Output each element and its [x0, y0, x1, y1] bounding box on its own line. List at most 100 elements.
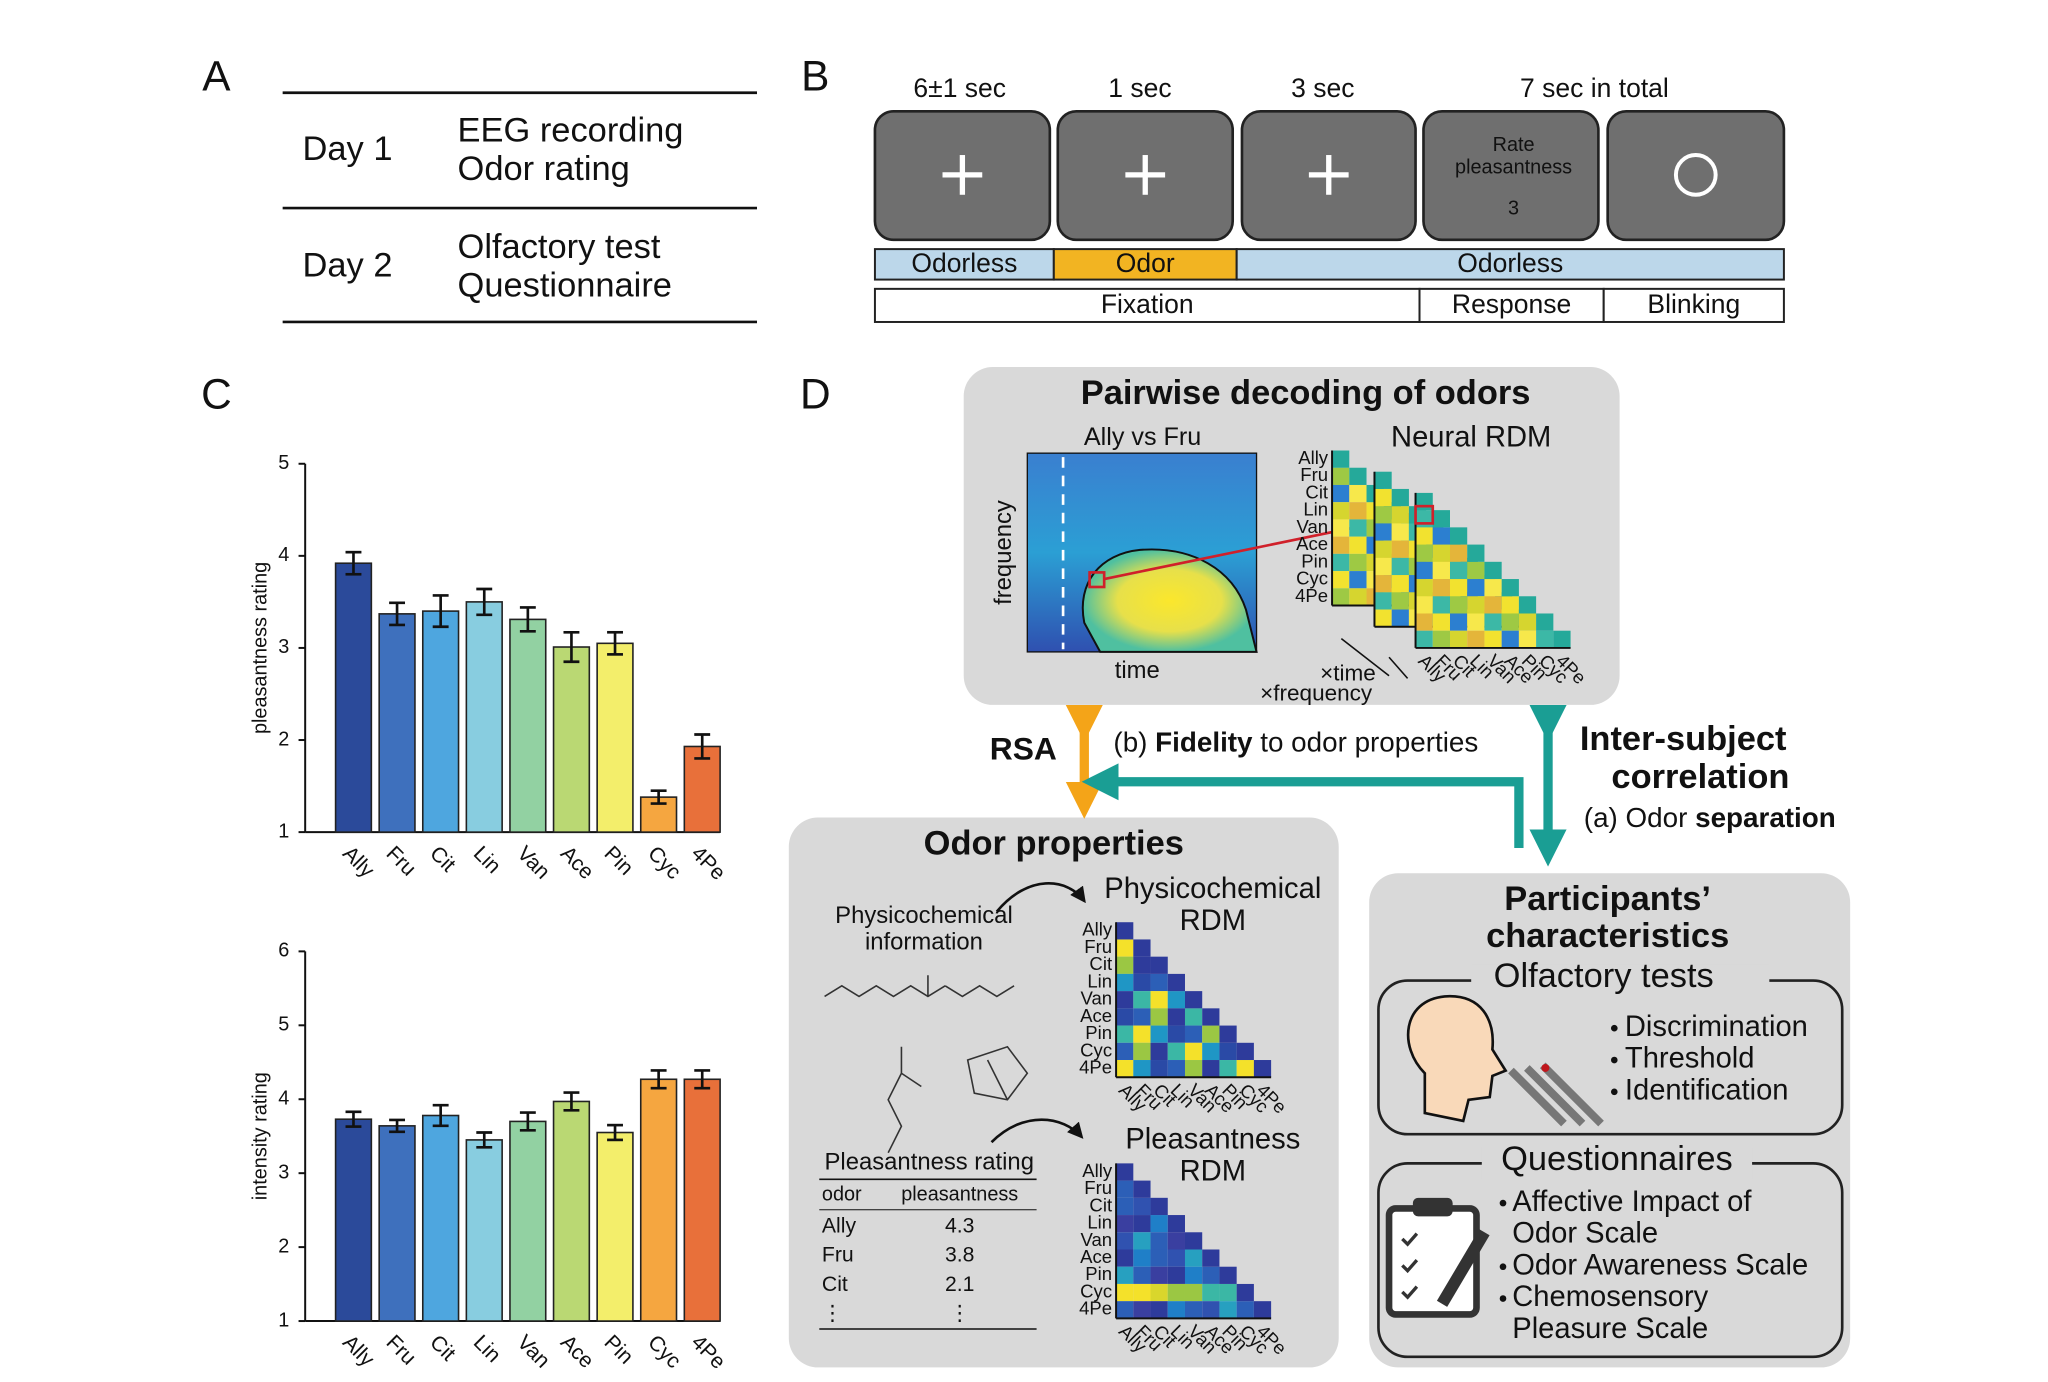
rdm-label: 4Pe: [1079, 1057, 1112, 1078]
rdm-cell: [1150, 1283, 1168, 1302]
rdm-cell: [1449, 544, 1468, 562]
label: Odorless: [1457, 248, 1563, 278]
odor-phase: [1052, 248, 1238, 281]
rdm-cell: [1150, 1249, 1168, 1267]
rdm-label: Cit: [1089, 1194, 1113, 1215]
bar: [465, 1139, 503, 1322]
bullet: [1610, 1088, 1618, 1096]
rdm-cell: [1349, 588, 1367, 606]
rdm-cell: [1202, 1266, 1220, 1284]
rdm-cell: [1133, 1042, 1151, 1061]
rdm-cell: [1332, 553, 1350, 572]
rdm-cell: [1332, 467, 1350, 485]
rdm-cell: [1415, 630, 1433, 648]
rdm-label: Ally: [1082, 1160, 1113, 1181]
label: Olfactory tests: [1494, 957, 1714, 995]
rdm-label: 4Pe: [1079, 1298, 1112, 1319]
rdm-label: Lin: [1303, 499, 1328, 520]
rdm-diag: [1374, 471, 1392, 489]
bar: [334, 562, 373, 833]
title-mask: [1481, 1147, 1753, 1180]
rdm-cell: [1415, 613, 1433, 631]
label: 3: [1508, 198, 1519, 220]
bar: [509, 1120, 547, 1322]
rdm-cell: [1349, 502, 1367, 520]
label: Day 2: [303, 247, 393, 285]
rdm-label: 4Pe: [1295, 585, 1328, 606]
rdm-label: Ace: [1080, 1005, 1112, 1026]
rdm-diag: [1236, 1042, 1254, 1061]
label: Response: [1452, 289, 1571, 319]
rdm-cell: [1449, 579, 1468, 597]
rdm-cell: [1219, 1301, 1237, 1319]
rdm-label: Ace: [1080, 1246, 1112, 1267]
label: Discrimination: [1625, 1011, 1808, 1043]
rdm-label: Fru: [1300, 464, 1328, 485]
stack-bracket: [1340, 638, 1409, 679]
rdm-cell: [1501, 630, 1519, 648]
rdm-label: Cyc: [1080, 1039, 1112, 1060]
rdm-cell: [1167, 991, 1185, 1009]
separation-part: (a) Odor: [1584, 803, 1688, 834]
label: ⋮: [949, 1302, 970, 1325]
rdm-cell: [1332, 519, 1350, 537]
rdm-cell: [1150, 1008, 1168, 1026]
label: 3 sec: [1291, 73, 1354, 103]
rdm-cell: [1467, 596, 1485, 614]
rdm-cell: [1116, 991, 1134, 1009]
y-tick-label: 2: [278, 1235, 289, 1257]
panel-label: B: [801, 53, 829, 100]
rdm-cell: [1349, 553, 1367, 572]
rdm-cell: [1432, 630, 1450, 648]
rdm-cell: [1116, 1025, 1134, 1043]
label: RSA: [990, 731, 1057, 767]
rdm-cell: [1116, 1232, 1134, 1250]
rdm-cell: [1374, 506, 1392, 524]
label: information: [865, 929, 983, 956]
bar: [552, 1100, 591, 1322]
bar: [421, 610, 460, 833]
label: Physicochemical: [835, 902, 1013, 929]
label: pleasantness: [901, 1183, 1018, 1205]
rdm-cell: [1236, 1060, 1254, 1078]
rdm-diag: [1133, 939, 1151, 957]
rdm-cell: [1449, 630, 1468, 648]
rdm-cell: [1116, 1301, 1134, 1319]
rdm-cell: [1184, 1025, 1203, 1043]
rdm-cell: [1391, 592, 1409, 610]
rdm-cell: [1415, 527, 1433, 545]
rdm-cell: [1536, 630, 1554, 648]
rdm-cell: [1484, 579, 1502, 597]
rdm-diag: [1133, 1180, 1151, 1198]
molecule: [824, 975, 1015, 998]
rdm-cell: [1219, 1042, 1237, 1061]
rdm-diag: [1202, 1249, 1220, 1267]
label: Questionnaire: [458, 267, 672, 305]
rdm-cell: [1133, 1060, 1151, 1078]
rdm-label: Ace: [1296, 533, 1328, 554]
rdm-cell: [1391, 540, 1409, 558]
label: Participants’: [1504, 880, 1711, 918]
rdm-diag: [1449, 527, 1468, 545]
rdm-diag: [1484, 561, 1502, 580]
rdm-cell: [1150, 1232, 1168, 1250]
panel-label: A: [202, 53, 231, 100]
panel-box: [788, 817, 1339, 1368]
label: Odor properties: [924, 824, 1184, 862]
rdm-cell: [1391, 609, 1409, 627]
rdm-label: Pin: [1301, 550, 1328, 571]
rdm-cell: [1349, 571, 1367, 589]
rdm-cell: [1184, 1042, 1203, 1061]
rdm-cell: [1449, 596, 1468, 614]
label: Odor rating: [458, 150, 630, 188]
label: Chemosensory: [1512, 1281, 1708, 1313]
rdm-cell: [1518, 613, 1537, 631]
rdm-cell: [1332, 588, 1350, 606]
label: Affective Impact of: [1512, 1186, 1752, 1218]
label: Odor: [1116, 248, 1175, 278]
rdm-cell: [1332, 502, 1350, 520]
rdm-diag: [1202, 1008, 1220, 1026]
rdm-diag: [1467, 544, 1485, 562]
rdm-cell: [1391, 557, 1409, 576]
rdm-label: Pin: [1085, 1263, 1112, 1284]
